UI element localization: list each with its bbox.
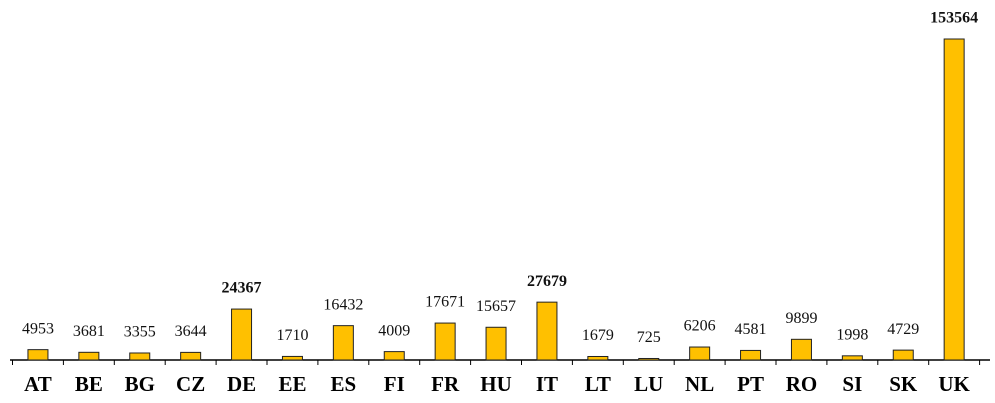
bar	[485, 326, 507, 361]
value-label: 4953	[22, 320, 54, 337]
bar	[434, 322, 456, 361]
bar	[383, 351, 405, 361]
bar	[332, 325, 354, 361]
value-label: 16432	[323, 296, 363, 313]
bar	[536, 301, 558, 361]
bar	[943, 38, 965, 361]
value-label: 4581	[735, 321, 767, 338]
x-tick-label: FI	[384, 372, 405, 396]
value-label: 4729	[887, 321, 919, 338]
bar	[790, 338, 812, 361]
x-tick-label: ES	[331, 372, 357, 396]
value-label: 725	[637, 329, 661, 346]
bar	[129, 352, 151, 361]
bar	[180, 351, 202, 361]
value-label: 27679	[527, 273, 567, 290]
x-tick-label: NL	[685, 372, 714, 396]
x-tick-label: BG	[125, 372, 155, 396]
x-tick-label: FR	[431, 372, 460, 396]
x-tick-label: AT	[24, 372, 52, 396]
x-tick-label: SI	[842, 372, 862, 396]
value-label: 15657	[476, 298, 516, 315]
value-label: 1998	[836, 326, 868, 343]
bar	[281, 355, 303, 361]
x-tick-label: RO	[786, 372, 818, 396]
x-tick-label: DE	[227, 372, 256, 396]
bar	[689, 346, 711, 361]
x-tick-label: BE	[75, 372, 103, 396]
value-label: 6206	[684, 318, 716, 335]
x-tick-label: IT	[536, 372, 558, 396]
bar	[638, 357, 660, 361]
x-tick-label: LU	[634, 372, 663, 396]
x-tick-label: UK	[938, 372, 970, 396]
value-label: 17671	[425, 294, 465, 311]
value-label: 1679	[582, 327, 614, 344]
value-label: 9899	[785, 310, 817, 327]
bar	[27, 349, 49, 361]
value-label: 3681	[73, 323, 105, 340]
x-tick-label: SK	[889, 372, 918, 396]
bar	[587, 355, 609, 361]
x-tick-label: PT	[737, 372, 764, 396]
value-label: 24367	[222, 280, 262, 297]
value-label: 153564	[930, 10, 978, 27]
x-tick-label: EE	[278, 372, 306, 396]
bar	[740, 349, 762, 361]
bar	[892, 349, 914, 361]
bar	[841, 355, 863, 361]
x-tick-label: CZ	[176, 372, 205, 396]
x-tick-label: LT	[585, 372, 611, 396]
bar	[231, 308, 253, 361]
x-tick-label: HU	[480, 372, 512, 396]
value-label: 3355	[124, 324, 156, 341]
value-label: 4009	[378, 322, 410, 339]
bar	[78, 351, 100, 361]
value-label: 1710	[276, 327, 308, 344]
value-label: 3644	[175, 323, 207, 340]
